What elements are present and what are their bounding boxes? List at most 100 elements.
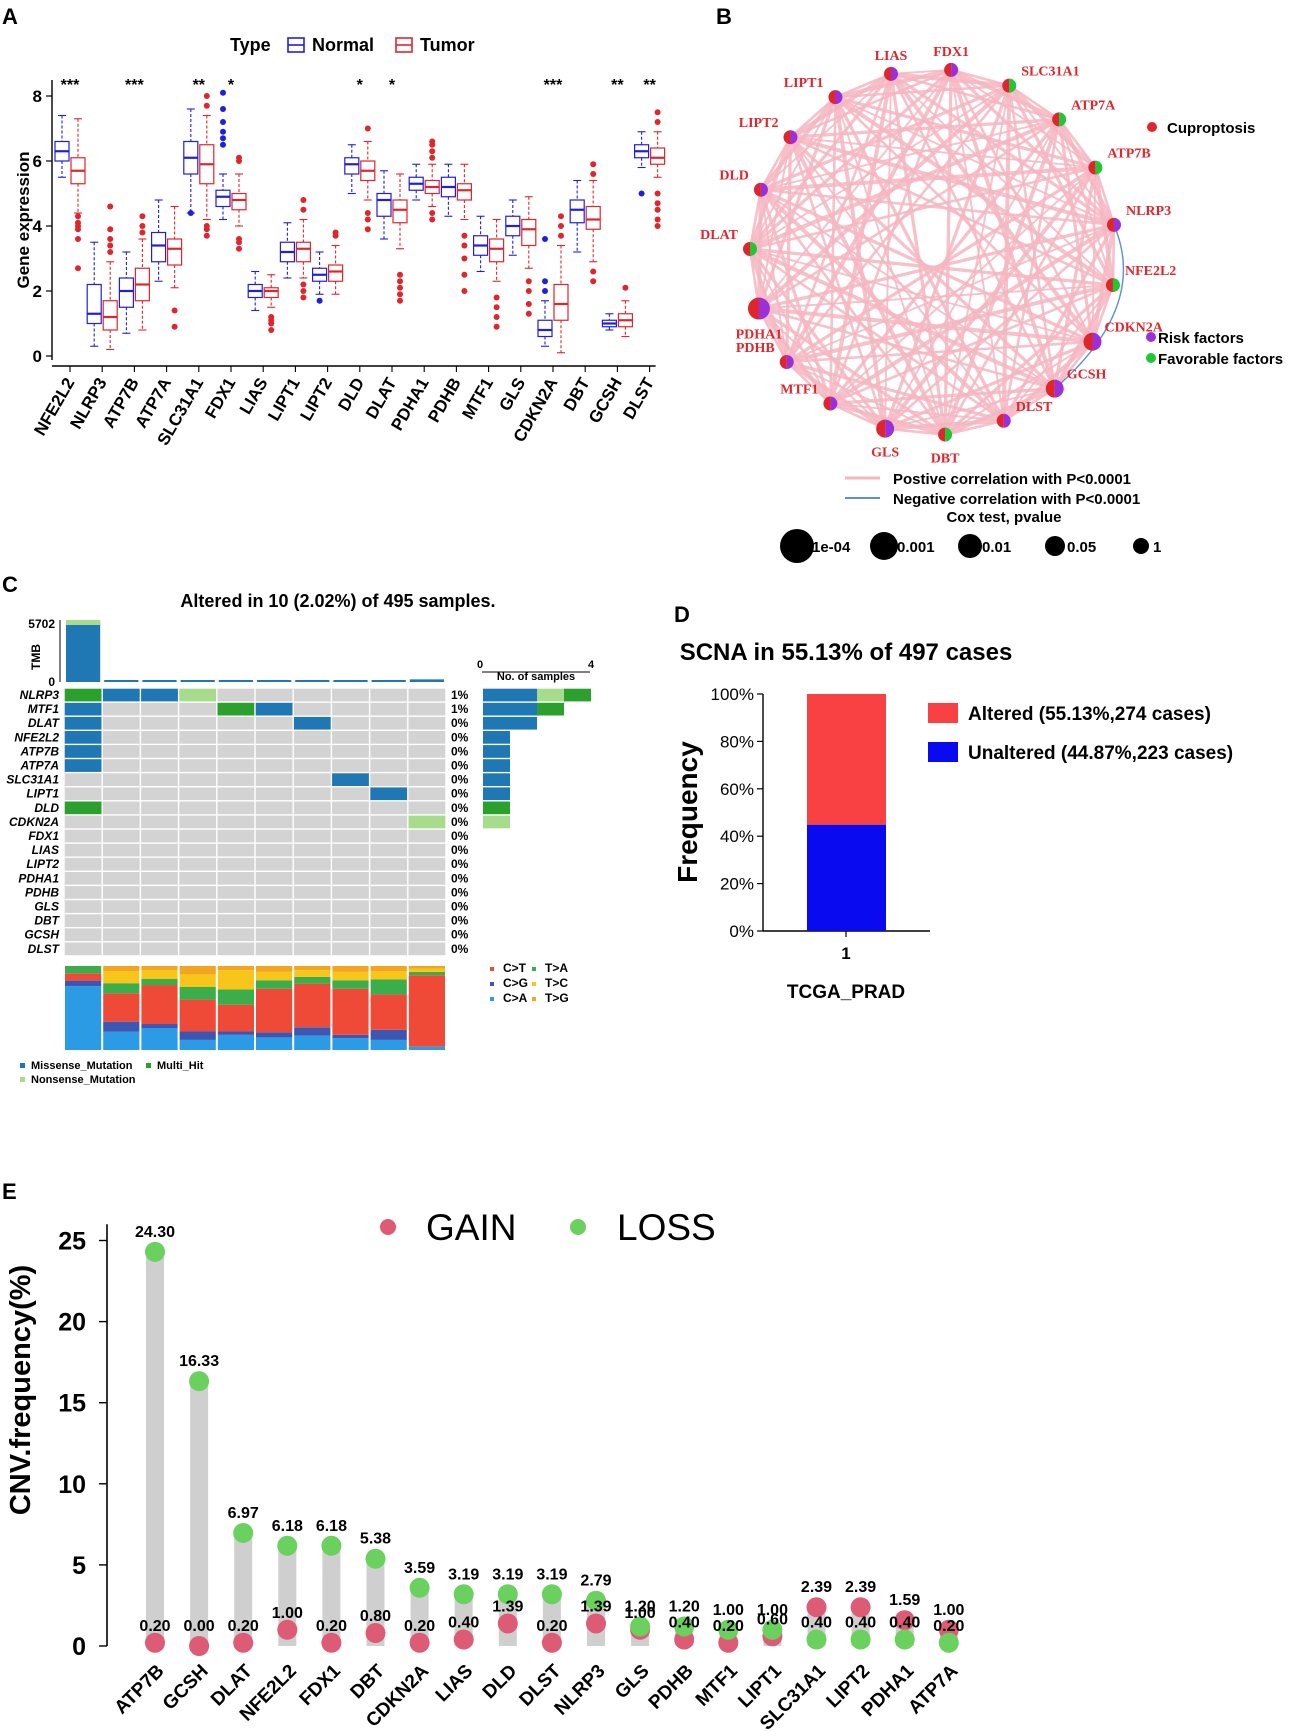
positive-edge (1008, 85, 1115, 226)
titv-segment-C>T (408, 975, 445, 1047)
oncoplot-cell (179, 745, 217, 758)
oncoplot-cell (217, 745, 255, 758)
normal-box-fdx1-outlier (220, 135, 226, 142)
positive-edge (1057, 119, 1095, 342)
normal-box-fdx1-box (215, 189, 231, 208)
cnv-loss-dot-lias (453, 1584, 474, 1605)
cnv-loss-dot-atp7b (145, 1241, 165, 1262)
significance-dlst: ** (643, 77, 656, 94)
node-right-pdha1 (758, 297, 770, 320)
oncoplot-cell (179, 900, 217, 913)
tumor-box-lias-outlier (268, 327, 275, 333)
oncoplot-cell (141, 773, 178, 786)
tumor-box-lipt1-outlier (300, 206, 307, 213)
positive-edge (786, 361, 946, 436)
node-label-mtf1: MTF1 (780, 383, 818, 398)
node-right-dlat (750, 241, 758, 256)
correlation-edges (748, 67, 1125, 437)
node-right-atp7a (1059, 112, 1067, 127)
oncoplot-cell (102, 829, 140, 843)
oncoplot-percent: 0% (451, 759, 469, 773)
cnv-gain-dot-cdkn2a (409, 1632, 430, 1653)
cnv-y-tick-label: 10 (58, 1471, 86, 1499)
tumor-box-atp7b-outlier (139, 223, 146, 229)
cnv-legend-loss-dot (570, 1219, 586, 1235)
oncoplot-gene-dlat: DLAT (28, 716, 61, 730)
cnv-high-label: 1.20 (625, 1599, 656, 1616)
sample-count-bar (483, 745, 510, 758)
significance-slc31a1: ** (193, 77, 206, 94)
oncoplot-gene-cdkn2a: CDKN2A (9, 815, 59, 829)
oncoplot-gene-gcsh: GCSH (24, 928, 59, 942)
mutation-legend-swatch (20, 1077, 25, 1082)
tmb-bar (333, 680, 368, 682)
cnv-high-label: 6.18 (272, 1518, 303, 1535)
tumor-box-fdx1-outlier (236, 236, 242, 242)
titv-segment-T>C (332, 971, 369, 981)
positive-edge (884, 73, 892, 429)
oncoplot-percent: 0% (451, 829, 469, 843)
oncoplot-cell (332, 731, 369, 744)
oncoplot-cell (332, 942, 369, 956)
oncoplot-cell (217, 688, 255, 702)
oncoplot-gene-slc31a1: SLC31A1 (6, 773, 59, 787)
oncoplot-gene-nfe2l2: NFE2L2 (14, 730, 59, 744)
node-right-lipt1 (835, 90, 843, 105)
cnv-high-label: 2.79 (580, 1573, 611, 1590)
normal-box-lipt2-outlier (316, 297, 323, 304)
tmb-bar (142, 680, 177, 682)
oncoplot-cell (408, 914, 446, 927)
positive-edge (758, 137, 792, 309)
cnv-high-label: 16.33 (179, 1353, 219, 1370)
node-label-gls: GLS (871, 446, 899, 461)
oncoplot-cell (370, 829, 408, 843)
cnv-x-label-pdhb: PDHB (645, 1661, 698, 1714)
positive-edge (884, 387, 1055, 430)
oncoplot-cell (141, 688, 178, 702)
x-tick-label-pdhb: PDHB (424, 375, 465, 426)
positive-edge (785, 360, 887, 431)
tumor-box-dlat-outlier (397, 278, 403, 285)
oncoplot-cell (293, 829, 331, 843)
oncoplot-cell (332, 688, 369, 702)
node-right-atp7b (1095, 160, 1103, 175)
positive-edge (759, 95, 838, 191)
titv-legend-C>G: C>G (503, 976, 528, 990)
tumor-box-fdx1-outlier (236, 154, 242, 161)
oncoplot-cell (102, 914, 140, 927)
tumor-box-cdkn2a-outlier (558, 223, 564, 229)
node-label-fdx1: FDX1 (933, 45, 969, 60)
node-label-gcsh: GCSH (1067, 368, 1107, 383)
tumor-box-atp7a-box (167, 238, 183, 266)
positive-edge (759, 188, 947, 436)
titv-segment-C>T (141, 985, 178, 1025)
oncoplot-cell (332, 900, 369, 913)
tumor-box-mtf1-outlier (493, 323, 500, 330)
oncoplot-cell (370, 702, 408, 716)
cnv-y-title: CNV.frequency(%) (5, 1265, 37, 1515)
titv-legend-swatch (532, 997, 536, 1001)
legend-size-label: 1 (1153, 539, 1161, 556)
tumor-box-gcsh-outlier (622, 284, 629, 291)
tmb-bar (371, 680, 406, 682)
scna-y-tick-label: 20% (720, 875, 754, 894)
normal-box-cdkn2a-outlier (542, 278, 548, 285)
positive-edge (757, 96, 838, 310)
titv-legend-T>C: T>C (545, 976, 568, 990)
cnv-x-label-fdx1: FDX1 (296, 1660, 345, 1709)
scna-y-tick-label: 40% (720, 827, 754, 846)
cnv-gain-dot-fdx1 (321, 1632, 342, 1653)
cnv-low-label: 1.00 (272, 1605, 303, 1622)
titv-segment-T>G (408, 966, 445, 969)
oncoplot-cell (255, 857, 293, 871)
scna-y-tick-label: 100% (711, 685, 754, 704)
tumor-box-dlst-box (649, 147, 666, 165)
titv-segment-C>G (103, 1021, 140, 1032)
tumor-box-atp7a-outlier (171, 323, 178, 330)
mutation-legend-missense_mutation: Missense_Mutation (31, 1060, 133, 1072)
cnv-stick-gcsh (190, 1381, 209, 1646)
positive-edge (789, 68, 952, 139)
titv-segment-C>G (294, 1027, 331, 1036)
x-tick-label-dlst: DLST (619, 374, 658, 422)
scna-y-title: Frequency (672, 741, 703, 883)
